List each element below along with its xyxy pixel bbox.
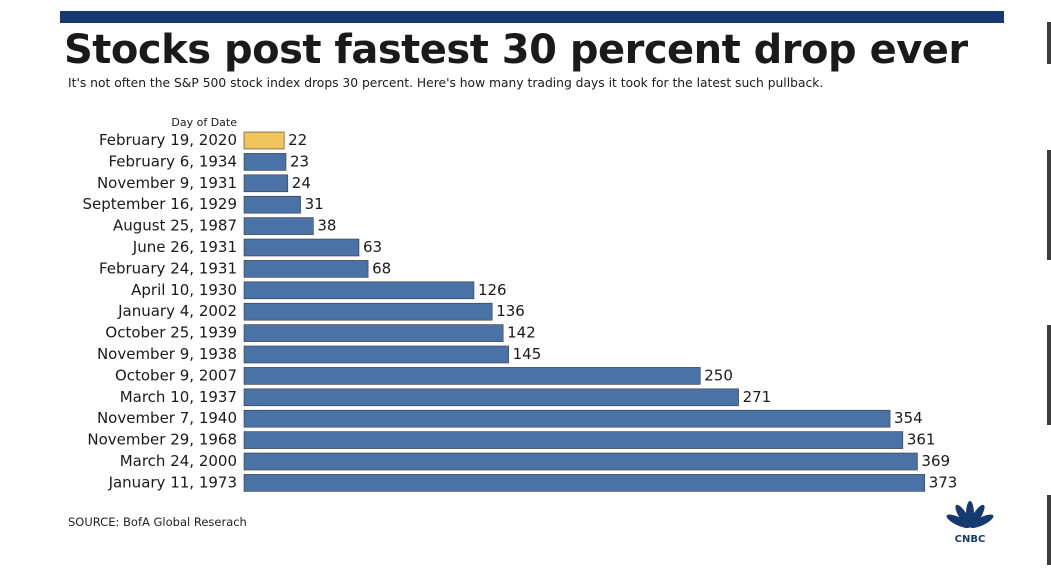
- bar: [243, 131, 285, 150]
- bar-value-label: 271: [743, 388, 772, 406]
- category-label: August 25, 1987: [113, 217, 237, 235]
- bar-value-label: 142: [507, 324, 536, 342]
- source-note: SOURCE: BofA Global Reserach: [68, 515, 247, 529]
- bar: [243, 324, 504, 342]
- category-label: January 11, 1973: [108, 473, 237, 491]
- adjacent-image-edge: [1047, 495, 1051, 565]
- category-label: February 6, 1934: [109, 152, 238, 170]
- bar: [243, 431, 904, 449]
- bar-value-label: 22: [288, 131, 307, 149]
- category-label: February 19, 2020: [99, 131, 237, 149]
- bar-value-label: 361: [907, 431, 936, 449]
- category-label: April 10, 1930: [131, 281, 237, 299]
- bar: [243, 409, 891, 428]
- bar: [243, 345, 509, 364]
- category-label: September 16, 1929: [83, 195, 237, 213]
- cnbc-peacock-icon: CNBC: [946, 501, 994, 544]
- category-label: November 7, 1940: [97, 409, 237, 427]
- chart-title: Stocks post fastest 30 percent drop ever: [64, 27, 968, 73]
- category-label: June 26, 1931: [132, 238, 237, 256]
- cnbc-logo-wordmark: CNBC: [955, 534, 986, 544]
- bar-chart: Day of Date February 19, 2020 22 February …: [83, 116, 958, 492]
- bar: [243, 153, 287, 171]
- category-label: November 29, 1968: [87, 431, 237, 449]
- category-label: October 9, 2007: [115, 366, 237, 384]
- bar-value-label: 145: [513, 345, 542, 363]
- bar-value-label: 136: [496, 302, 525, 320]
- header-accent-bar: [60, 11, 1004, 23]
- bar: [243, 452, 918, 471]
- bar-value-label: 63: [363, 238, 382, 256]
- category-label: January 4, 2002: [117, 302, 237, 320]
- category-label: March 10, 1937: [120, 388, 237, 406]
- adjacent-image-edge: [1047, 325, 1051, 425]
- category-label: February 24, 1931: [99, 259, 237, 277]
- bar-value-label: 68: [372, 259, 391, 277]
- bar: [243, 217, 314, 235]
- chart-subtitle: It's not often the S&P 500 stock index d…: [68, 76, 824, 90]
- category-axis-header: Day of Date: [171, 116, 237, 129]
- adjacent-image-edge: [1047, 22, 1051, 64]
- bar: [243, 302, 493, 321]
- category-label: October 25, 1939: [105, 324, 237, 342]
- bar-value-label: 23: [290, 152, 309, 170]
- category-label: November 9, 1938: [97, 345, 237, 363]
- bar-value-label: 250: [704, 366, 733, 384]
- bar-value-label: 24: [292, 174, 311, 192]
- bar: [243, 474, 926, 492]
- bar-value-label: 373: [929, 473, 958, 491]
- bar-value-label: 38: [317, 217, 336, 235]
- bar-value-label: 126: [478, 281, 507, 299]
- bar: [243, 367, 701, 385]
- category-label: March 24, 2000: [120, 452, 237, 470]
- adjacent-image-edge: [1047, 150, 1051, 260]
- bar-value-label: 369: [921, 452, 950, 470]
- bar: [243, 388, 739, 407]
- bar: [243, 238, 360, 257]
- bar: [243, 281, 475, 300]
- bar-value-label: 31: [305, 195, 324, 213]
- bar-value-label: 354: [894, 409, 923, 427]
- bar: [243, 260, 369, 278]
- bar: [243, 195, 301, 214]
- bar: [243, 174, 289, 193]
- category-label: November 9, 1931: [97, 174, 237, 192]
